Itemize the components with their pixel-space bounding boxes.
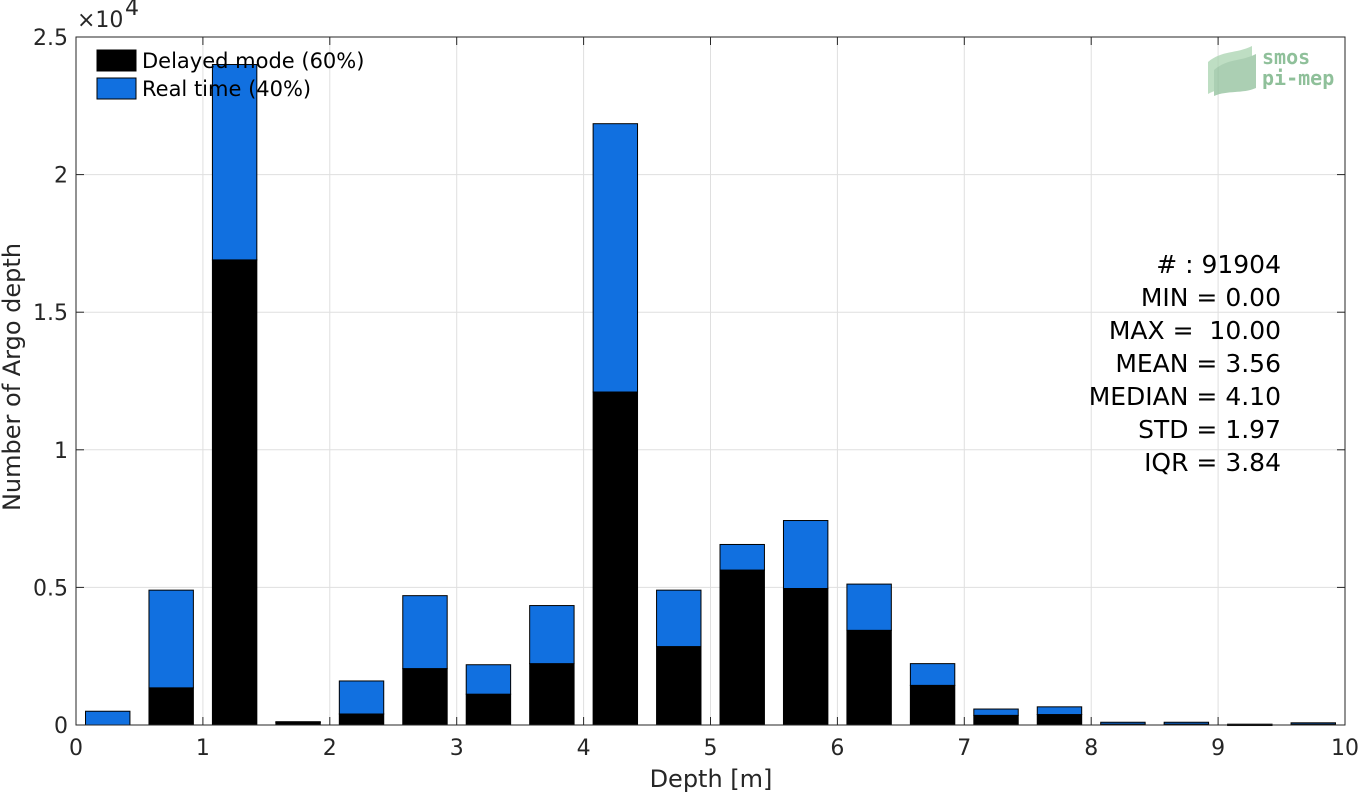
bar-real-time [782, 520, 829, 590]
y-tick-label: 0 [54, 714, 68, 739]
stats-iqr: IQR = 3.84 [1144, 448, 1281, 477]
legend-label-realtime: Real time (40%) [142, 77, 311, 101]
x-tick-label: 3 [450, 736, 464, 761]
bar-delayed-mode [656, 646, 702, 726]
bar-real-time [148, 589, 194, 689]
bar-real-time [909, 663, 956, 686]
bar-real-time [656, 589, 702, 648]
bar-real-time [846, 583, 892, 631]
bar-real-time [275, 721, 321, 723]
bar-real-time [402, 595, 448, 670]
y-exponent-power: 4 [125, 0, 139, 21]
bar-delayed-mode [782, 588, 829, 726]
stats-min: MIN = 0.00 [1141, 283, 1281, 312]
stats-block: # : 91904 MIN = 0.00 MAX = 10.00 MEAN = … [1089, 250, 1281, 477]
bar-delayed-mode [719, 569, 765, 726]
x-tick-label: 5 [704, 736, 718, 761]
legend: Delayed mode (60%) Real time (40%) [96, 49, 364, 101]
bar-delayed-mode [148, 687, 194, 726]
legend-label-delayed: Delayed mode (60%) [142, 49, 364, 73]
y-tick-label: 1 [54, 439, 68, 464]
stats-std: STD = 1.97 [1138, 415, 1281, 444]
bar-delayed-mode [909, 684, 956, 726]
y-tick-label: 0.5 [33, 576, 68, 601]
x-tick-label: 9 [1211, 736, 1225, 761]
bar-delayed-mode [338, 713, 385, 726]
x-tick-label: 1 [196, 736, 210, 761]
bar-real-time [465, 664, 512, 695]
wave-logo-icon [1208, 46, 1256, 96]
bar-real-time [1290, 722, 1336, 725]
stats-count: # : 91904 [1156, 250, 1281, 279]
bar-real-time [85, 710, 131, 726]
logo-text-line1: smos [1262, 45, 1310, 69]
x-tick-label: 10 [1331, 736, 1359, 761]
y-tick-label: 1.5 [33, 301, 68, 326]
stats-median: MEDIAN = 4.10 [1089, 382, 1281, 411]
tick-labels: 0 1 2 3 4 5 6 7 8 9 10 0 0.5 1 1.5 2 2.5 [33, 26, 1359, 761]
bar-delayed-mode [211, 259, 258, 726]
y-tick-label: 2 [54, 164, 68, 189]
y-exponent-label: ×10 [77, 8, 123, 33]
bar-delayed-mode [402, 668, 448, 726]
x-tick-label: 6 [830, 736, 844, 761]
stats-mean: MEAN = 3.56 [1115, 349, 1281, 378]
bar-real-time [592, 123, 639, 393]
bar-real-time [719, 543, 765, 571]
x-axis-label: Depth [m] [650, 765, 773, 793]
bar-delayed-mode [465, 693, 512, 726]
bar-real-time [529, 605, 575, 665]
axes [75, 36, 1346, 726]
x-tick-label: 0 [69, 736, 83, 761]
stats-max: MAX = 10.00 [1109, 316, 1281, 345]
bar-real-time [1100, 721, 1146, 725]
legend-swatch-delayed [96, 49, 137, 72]
bar-real-time [1163, 721, 1210, 725]
y-tick-label: 2.5 [33, 26, 68, 51]
bar-delayed-mode [846, 629, 892, 726]
bar-real-time [1036, 706, 1083, 716]
grid-lines [75, 36, 1346, 726]
logo-text-line2: pi-mep [1262, 66, 1334, 90]
bar-real-time [211, 64, 258, 261]
bar-delayed-mode [529, 663, 575, 726]
x-tick-label: 4 [577, 736, 591, 761]
bar-real-time [338, 680, 385, 715]
legend-swatch-realtime [96, 77, 137, 100]
x-tick-label: 8 [1084, 736, 1098, 761]
bar-delayed-mode [973, 714, 1019, 726]
bar-delayed-mode [592, 391, 639, 726]
bar-delayed-mode [1036, 714, 1083, 726]
x-tick-label: 7 [957, 736, 971, 761]
x-tick-label: 2 [323, 736, 337, 761]
y-axis-label: Number of Argo depth [0, 243, 26, 511]
smos-pi-mep-logo: smos pi-mep [1208, 45, 1334, 96]
bar-real-time [973, 708, 1019, 716]
